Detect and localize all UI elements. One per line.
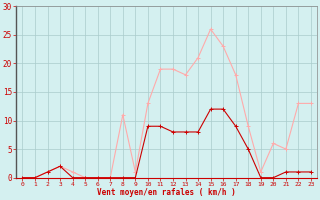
X-axis label: Vent moyen/en rafales ( km/h ): Vent moyen/en rafales ( km/h ) xyxy=(97,188,236,197)
